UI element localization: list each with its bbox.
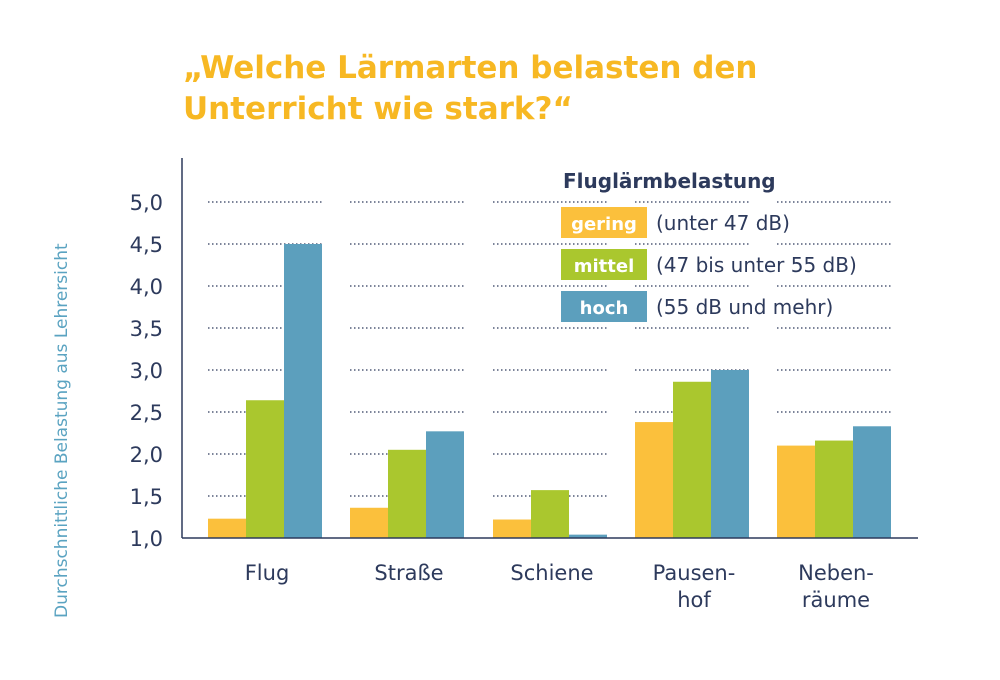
- legend-swatch-mittel: [561, 249, 647, 280]
- legend-label-hoch: hoch: [580, 298, 629, 319]
- chart-title: „Welche Lärmarten belasten den Unterrich…: [183, 50, 758, 127]
- legend-desc-gering: (unter 47 dB): [656, 211, 790, 235]
- legend-title: Fluglärmbelastung: [563, 169, 776, 193]
- bar-gering-1: [350, 507, 388, 538]
- bar-mittel-4: [815, 440, 853, 538]
- x-tick-label: Neben-räume: [798, 561, 874, 612]
- y-tick-label: 5,0: [130, 191, 163, 215]
- bar-gering-2: [493, 519, 531, 538]
- legend-label-mittel: mittel: [574, 256, 635, 277]
- x-tick-label: Straße: [374, 561, 443, 585]
- x-tick-labels: Flug Straße Schiene Pausen-hof Neben-räume: [245, 561, 874, 612]
- bar-mittel-0: [246, 400, 284, 538]
- bar-hoch-3: [711, 370, 749, 538]
- y-axis-label: Durchschnittliche Belastung aus Lehrersi…: [52, 243, 72, 618]
- bar-mittel-3: [673, 381, 711, 538]
- bar-hoch-1: [426, 431, 464, 538]
- y-tick-label: 4,5: [130, 233, 163, 257]
- legend: Fluglärmbelastung gering (unter 47 dB) m…: [561, 169, 857, 322]
- y-tick-label: 2,0: [130, 443, 163, 467]
- x-tick-label: Flug: [245, 561, 290, 585]
- bar-gering-4: [777, 445, 815, 538]
- y-tick-label: 1,5: [130, 485, 163, 509]
- legend-desc-mittel: (47 bis unter 55 dB): [656, 253, 857, 277]
- bar-gering-3: [635, 422, 673, 538]
- y-tick-label: 4,0: [130, 275, 163, 299]
- bar-mittel-2: [531, 490, 569, 538]
- bar-mittel-1: [388, 449, 426, 538]
- bar-hoch-2: [569, 534, 607, 538]
- legend-label-gering: gering: [571, 214, 637, 235]
- legend-swatch-gering: [561, 207, 647, 238]
- bar-hoch-0: [284, 244, 322, 538]
- chart-title-line-1: „Welche Lärmarten belasten den: [183, 50, 758, 86]
- legend-swatch-hoch: [561, 291, 647, 322]
- y-tick-label: 2,5: [130, 401, 163, 425]
- chart-title-line-2: Unterricht wie stark?“: [183, 91, 573, 127]
- y-tick-label: 3,5: [130, 317, 163, 341]
- y-tick-labels: 1,0 1,5 2,0 2,5 3,0 3,5 4,0 4,5 5,0: [130, 191, 163, 551]
- x-tick-label: Schiene: [510, 561, 593, 585]
- y-tick-label: 3,0: [130, 359, 163, 383]
- x-tick-label: Pausen-hof: [653, 561, 736, 612]
- bars: [208, 244, 891, 538]
- y-tick-label: 1,0: [130, 527, 163, 551]
- bar-gering-0: [208, 518, 246, 538]
- legend-desc-hoch: (55 dB und mehr): [656, 295, 833, 319]
- bar-hoch-4: [853, 426, 891, 538]
